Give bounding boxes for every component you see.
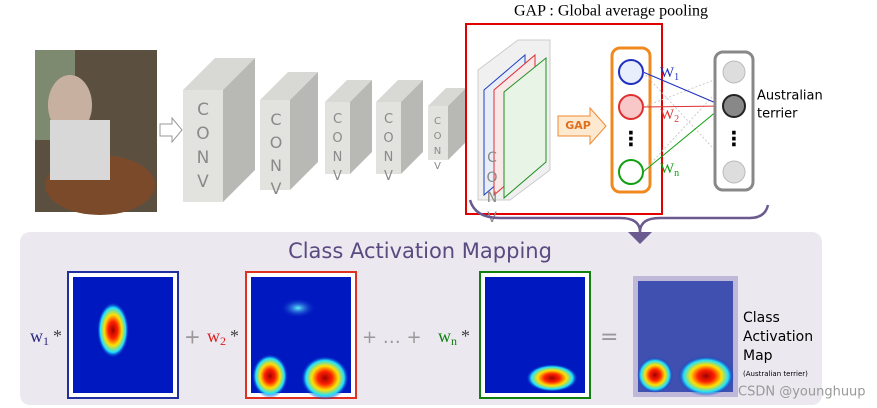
shape xyxy=(20,232,822,405)
shape xyxy=(301,356,349,400)
label: ⋮ xyxy=(621,127,641,151)
label: Class Activation Mapping xyxy=(288,239,552,263)
label: W xyxy=(660,107,675,123)
label: terrier xyxy=(757,107,798,122)
label: 1 xyxy=(43,334,49,348)
shape xyxy=(526,364,578,392)
shape xyxy=(252,354,288,398)
shape xyxy=(260,72,318,100)
label: CONV xyxy=(330,112,345,188)
shape xyxy=(618,159,644,185)
label: n xyxy=(674,168,679,179)
label: CONV xyxy=(193,100,213,196)
shape xyxy=(642,105,724,108)
shape xyxy=(722,94,746,118)
label: w xyxy=(30,326,43,346)
shape xyxy=(401,80,423,174)
shape xyxy=(503,56,547,200)
label: + xyxy=(184,325,201,349)
label: W xyxy=(660,65,675,81)
shape xyxy=(722,160,746,184)
shape xyxy=(557,106,607,146)
shape xyxy=(722,60,746,84)
shape xyxy=(642,105,724,173)
label: Activation xyxy=(743,329,813,345)
label: GAP : Global average pooling xyxy=(514,3,708,20)
shape xyxy=(183,90,223,202)
shape xyxy=(628,232,652,244)
shape xyxy=(642,71,736,108)
label: 1 xyxy=(674,72,679,83)
label: (Australian terrier) xyxy=(743,370,808,378)
shape xyxy=(678,356,734,396)
group: CONV CONV CONV CONV CONV xyxy=(183,58,466,202)
label: * xyxy=(230,326,239,346)
shape xyxy=(618,59,644,85)
label: CONV xyxy=(432,116,443,176)
shape xyxy=(97,302,129,358)
shape xyxy=(260,100,290,190)
shape: W1 xyxy=(660,65,679,83)
label: Australian xyxy=(757,89,823,104)
shape xyxy=(428,88,466,106)
label: CONV xyxy=(267,110,286,202)
shape xyxy=(159,116,183,144)
shape xyxy=(223,58,255,202)
label: = xyxy=(600,325,618,350)
shape xyxy=(637,357,673,393)
label: n xyxy=(451,334,457,348)
label: 2 xyxy=(674,114,679,125)
label: * xyxy=(461,326,470,346)
shape xyxy=(325,102,350,174)
label: * xyxy=(53,326,62,346)
shape xyxy=(280,298,316,318)
shape xyxy=(350,80,372,174)
label: + … + xyxy=(362,327,422,348)
shape: W2 xyxy=(660,107,679,125)
shape xyxy=(428,106,448,160)
shape xyxy=(468,199,770,233)
shape xyxy=(50,120,110,180)
label: w xyxy=(207,326,220,346)
label: Class xyxy=(743,310,780,326)
shape xyxy=(290,72,318,190)
shape: w1 * xyxy=(30,326,62,348)
label: W xyxy=(660,161,675,177)
shape: Wn xyxy=(660,161,679,179)
shape xyxy=(376,80,423,102)
label: CSDN @younghuup xyxy=(738,385,866,400)
shape xyxy=(376,102,401,174)
label: 2 xyxy=(220,334,226,348)
label: Map xyxy=(743,348,773,364)
label: CONV xyxy=(484,150,500,230)
label: CONV xyxy=(381,112,396,188)
shape xyxy=(618,94,644,120)
shape xyxy=(448,88,466,160)
label: w xyxy=(438,326,451,346)
label: GAP xyxy=(565,119,591,132)
shape: wn * xyxy=(438,326,470,348)
shape xyxy=(183,58,255,90)
label: ⋮ xyxy=(724,127,744,151)
shape xyxy=(642,71,724,107)
shape xyxy=(325,80,372,102)
shape xyxy=(713,50,755,192)
shape: w2 * xyxy=(207,326,239,348)
shape xyxy=(465,23,663,215)
